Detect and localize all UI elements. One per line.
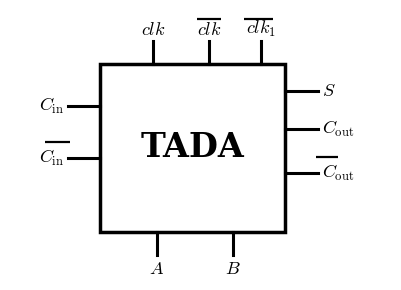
Text: $\mathit{A}$: $\mathit{A}$: [149, 260, 164, 278]
Text: $C_{\mathrm{out}}$: $C_{\mathrm{out}}$: [321, 119, 353, 139]
Bar: [100, 64, 285, 232]
Text: $\mathit{clk}$: $\mathit{clk}$: [196, 21, 221, 39]
Text: $C_{\mathrm{out}}$: $C_{\mathrm{out}}$: [321, 162, 353, 183]
Text: TADA: TADA: [141, 131, 244, 164]
Text: $C_{\mathrm{in}}$: $C_{\mathrm{in}}$: [39, 148, 64, 168]
Text: $\mathit{clk}$: $\mathit{clk}$: [140, 21, 164, 39]
Text: $\mathit{B}$: $\mathit{B}$: [225, 260, 240, 278]
Text: $\mathit{S}$: $\mathit{S}$: [321, 82, 334, 100]
Text: $\mathit{clk}_{\mathit{1}}$: $\mathit{clk}_{\mathit{1}}$: [246, 19, 275, 39]
Text: $C_{\mathrm{in}}$: $C_{\mathrm{in}}$: [39, 96, 64, 116]
